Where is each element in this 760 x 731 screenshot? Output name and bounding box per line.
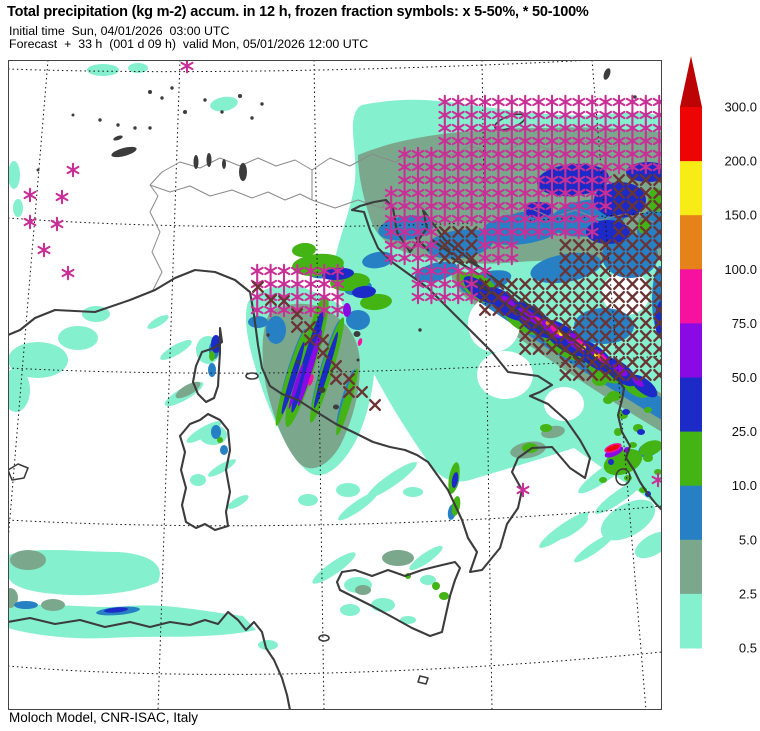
colorbar-tick-label: 0.5 — [739, 641, 757, 656]
colorbar-tick-label: 50.0 — [732, 370, 757, 385]
colorbar-segment — [680, 269, 702, 324]
colorbar-tick-label: 300.0 — [724, 100, 757, 115]
colorbar-segment — [680, 486, 702, 541]
colorbar-tick-label: 75.0 — [732, 316, 757, 331]
colorbar-segment — [680, 594, 702, 649]
colorbar-segment — [680, 215, 702, 270]
colorbar-segment — [680, 432, 702, 487]
weather-map-page: Total precipitation (kg m-2) accum. in 1… — [0, 0, 760, 731]
colorbar-segment — [680, 107, 702, 162]
colorbar-segment — [680, 540, 702, 595]
colorbar: 300.0 200.0 150.0 100.0 75.0 50.0 25.0 10.0 5.0 2… — [668, 52, 760, 664]
colorbar-tick-label: 5.0 — [739, 532, 757, 547]
colorbar-tick-label: 25.0 — [732, 424, 757, 439]
page-title: Total precipitation (kg m-2) accum. in 1… — [7, 4, 589, 20]
colorbar-tick-label: 150.0 — [724, 208, 757, 223]
colorbar-segment — [680, 323, 702, 378]
colorbar-segment — [680, 161, 702, 216]
colorbar-tick-label: 10.0 — [732, 478, 757, 493]
colorbar-segment — [680, 378, 702, 433]
model-credit: Moloch Model, CNR-ISAC, Italy — [9, 710, 198, 725]
colorbar-tick-label: 2.5 — [739, 586, 757, 601]
precipitation-map — [8, 60, 662, 710]
forecast-valid-label: Forecast + 33 h (001 d 09 h) valid Mon, … — [9, 37, 368, 51]
colorbar-overflow-arrow — [680, 56, 702, 107]
colorbar-tick-label: 200.0 — [724, 154, 757, 169]
initial-time-label: Initial time Sun, 04/01/2026 03:00 UTC — [9, 24, 229, 38]
colorbar-tick-label: 100.0 — [724, 262, 757, 277]
